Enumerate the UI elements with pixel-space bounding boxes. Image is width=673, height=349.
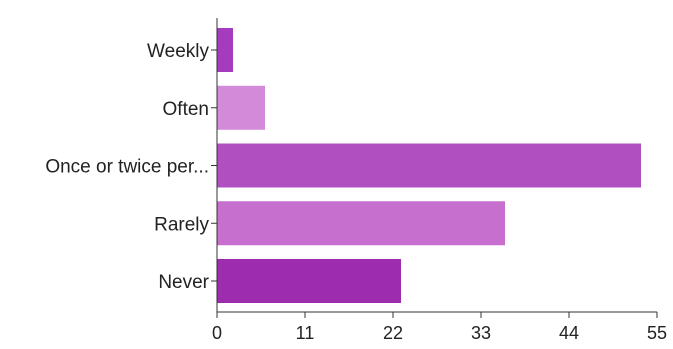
x-tick-label: 44 (559, 323, 579, 343)
x-tick-label: 0 (212, 323, 222, 343)
category-label: Rarely (154, 214, 209, 235)
category-label: Once or twice per... (45, 157, 209, 178)
category-label: Often (163, 99, 209, 120)
x-tick-label: 55 (647, 323, 667, 343)
bar (217, 259, 401, 303)
x-tick-label: 22 (383, 323, 403, 343)
bar (217, 143, 641, 188)
bar (217, 85, 265, 130)
category-label: Never (158, 272, 209, 293)
bar (217, 28, 233, 72)
x-tick-label: 11 (296, 323, 315, 343)
bar (217, 201, 505, 246)
category-label: Weekly (147, 41, 209, 62)
x-tick-label: 33 (471, 323, 491, 343)
